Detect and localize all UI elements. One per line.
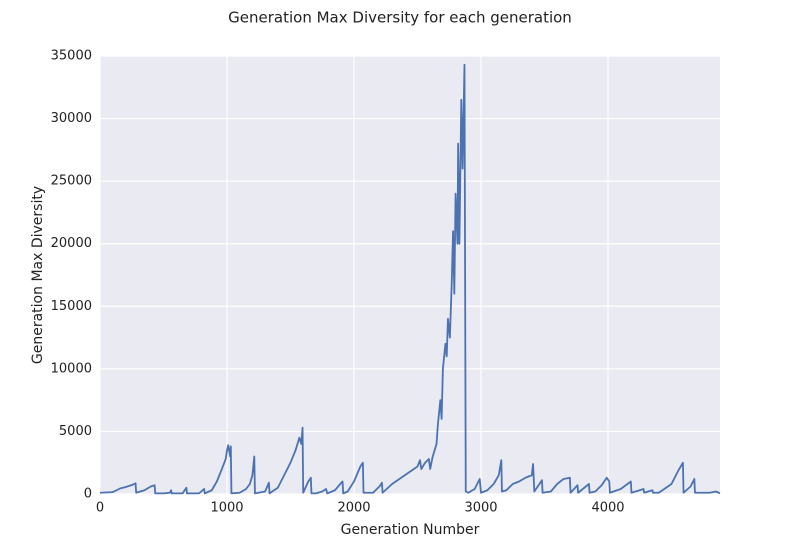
chart-title: Generation Max Diversity for each genera…	[228, 9, 572, 27]
y-tick-label: 15000	[51, 299, 92, 314]
x-axis-label: Generation Number	[341, 522, 480, 538]
data-line	[99, 63, 721, 495]
y-tick-label: 20000	[51, 236, 92, 251]
x-tick-label: 2000	[337, 501, 370, 516]
x-tick-label: 1000	[210, 501, 243, 516]
y-tick-label: 0	[84, 487, 92, 502]
y-tick-label: 10000	[51, 361, 92, 376]
plot-area	[100, 56, 720, 494]
x-tick-label: 4000	[591, 501, 624, 516]
y-tick-label: 30000	[51, 111, 92, 126]
y-axis-label: Generation Max Diversity	[30, 186, 46, 364]
y-tick-label: 25000	[51, 174, 92, 189]
x-tick-label: 0	[96, 501, 104, 516]
x-tick-label: 3000	[464, 501, 497, 516]
y-tick-label: 5000	[59, 424, 92, 439]
y-tick-label: 35000	[51, 49, 92, 64]
